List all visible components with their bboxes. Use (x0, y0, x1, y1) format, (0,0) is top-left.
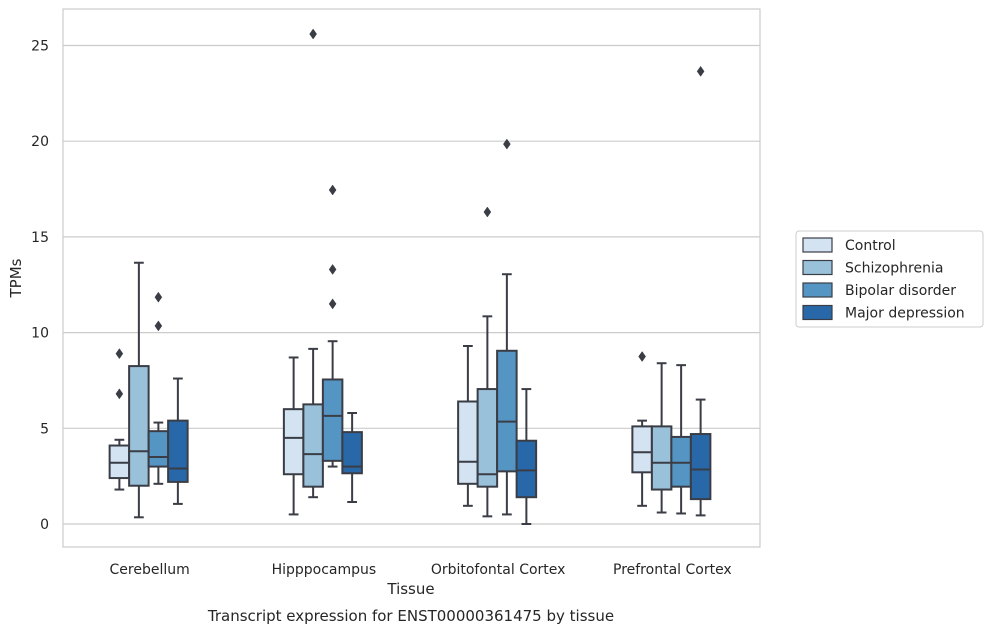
box-control (457, 344, 479, 507)
box-bipolar-disorder (321, 184, 344, 468)
box-body (321, 378, 344, 462)
legend-label: Schizophrenia (845, 261, 943, 277)
box-body (341, 431, 363, 475)
x-tick-label: Hipppocampus (272, 562, 377, 578)
chart-caption: Transcript expression for ENST0000036147… (207, 607, 614, 625)
outlier-point (154, 291, 163, 303)
legend-label: Control (845, 238, 896, 254)
box-body (689, 433, 712, 501)
outlier-point (328, 264, 337, 275)
y-tick-label: 10 (31, 326, 49, 342)
box-body (476, 388, 499, 488)
boxes (108, 28, 712, 525)
outlier-point (328, 184, 337, 196)
legend-swatch (802, 282, 833, 298)
legend-label: Bipolar disorder (845, 283, 956, 299)
box-control (108, 348, 131, 491)
x-tick-label: Prefrontal Cortex (613, 562, 732, 578)
outlier-point (328, 298, 337, 310)
box-major-depression (689, 65, 712, 517)
legend: Control Schizophrenia Bipolar disorder Majo… (795, 230, 984, 328)
box-major-depression (167, 377, 189, 505)
box-schizophrenia (476, 206, 499, 518)
box-body (147, 430, 170, 468)
legend-label: Major depression (845, 306, 965, 322)
y-tick-label: 25 (31, 39, 49, 55)
box-bipolar-disorder (670, 364, 692, 515)
y-tick-labels: 0 5 10 15 20 25 (31, 39, 49, 534)
box-body (167, 419, 189, 483)
box-body (457, 400, 479, 485)
legend-swatch (802, 259, 833, 276)
box-body (496, 349, 518, 473)
legend-swatch (802, 237, 833, 253)
box-major-depression (341, 411, 363, 503)
plot-area-frame (62, 8, 761, 548)
x-tick-labels: Cerebellum Hipppocampus Orbitofontal Corte… (110, 562, 732, 578)
outlier-point (115, 348, 124, 360)
box-control (282, 356, 305, 516)
box-body (282, 408, 305, 476)
legend-swatch (802, 304, 833, 321)
box-schizophrenia (302, 28, 324, 499)
outlier-point (503, 138, 511, 150)
y-tick-label: 0 (40, 517, 49, 533)
box-schizophrenia (128, 261, 150, 519)
box-body (650, 425, 673, 491)
outlier-point (154, 320, 163, 332)
box-body (302, 403, 324, 488)
outlier-point (115, 388, 124, 400)
y-tick-label: 5 (40, 421, 49, 437)
outlier-point (309, 28, 317, 40)
box-major-depression (515, 388, 538, 525)
legend-frame (795, 230, 984, 328)
box-body (515, 439, 538, 499)
y-tick-label: 20 (31, 134, 49, 150)
box-bipolar-disorder (496, 138, 518, 516)
outlier-point (638, 351, 646, 362)
box-body (631, 425, 653, 474)
outlier-point (483, 206, 492, 218)
x-tick-label: Orbitofontal Cortex (431, 562, 566, 578)
x-axis-label: Tissue (386, 580, 434, 598)
outlier-point (696, 65, 705, 77)
box-control (631, 351, 653, 507)
box-bipolar-disorder (147, 291, 170, 485)
box-body (128, 365, 150, 487)
box-schizophrenia (650, 362, 673, 514)
y-tick-label: 15 (31, 230, 49, 246)
x-tick-label: Cerebellum (110, 562, 190, 578)
y-axis-label: TPMs (7, 258, 25, 298)
